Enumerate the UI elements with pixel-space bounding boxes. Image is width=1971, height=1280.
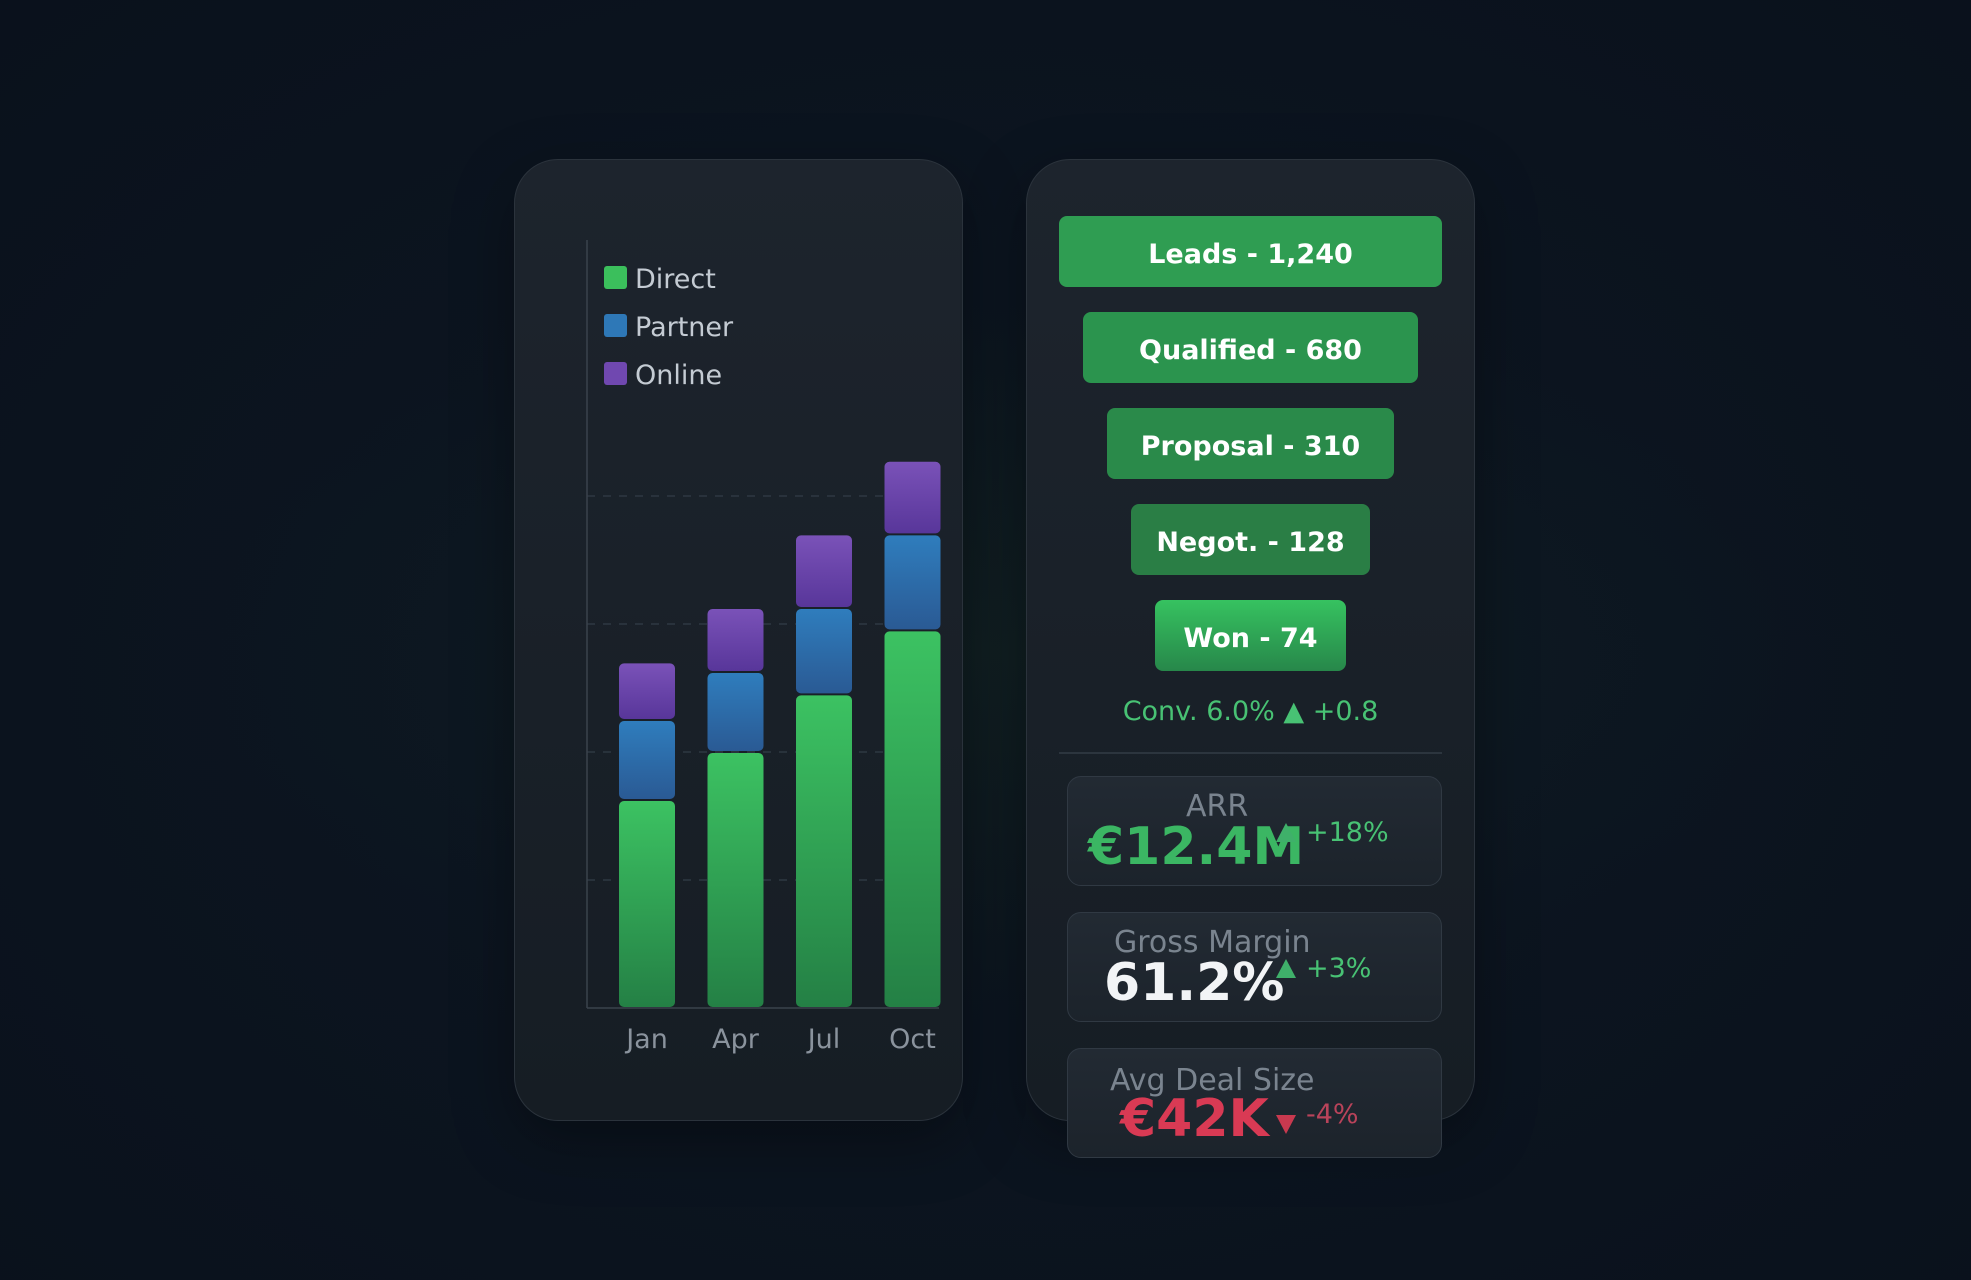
bar-direct-jan[interactable] bbox=[619, 801, 675, 1007]
kpi-value: €42K bbox=[1120, 1089, 1269, 1149]
legend-label-partner[interactable]: Partner bbox=[635, 312, 734, 343]
bar-online-oct[interactable] bbox=[884, 461, 941, 534]
funnel-stage[interactable]: Won - 74 bbox=[1155, 600, 1346, 671]
x-tick-label: Oct bbox=[889, 1024, 936, 1055]
kpi-delta: +3% bbox=[1306, 953, 1372, 984]
trend-down-icon bbox=[1276, 1115, 1296, 1134]
legend-swatch-online bbox=[604, 362, 627, 385]
conversion-rate: Conv. 6.0% ▲ +0.8 bbox=[1122, 696, 1379, 727]
sales-funnel-card: Leads - 1,240 Qualified - 680 Proposal - 3… bbox=[1026, 159, 1475, 1158]
x-tick-label: Jul bbox=[806, 1024, 841, 1055]
funnel-stage[interactable]: Proposal - 310 bbox=[1107, 408, 1394, 479]
x-tick-label: Apr bbox=[712, 1024, 760, 1055]
funnel-stage[interactable]: Qualified - 680 bbox=[1083, 312, 1418, 383]
legend-swatch-direct bbox=[604, 266, 627, 289]
stacked-bar-chart: Direct Partner Online Jan Apr Jul Oct bbox=[586, 240, 941, 1055]
kpi-card-arr[interactable]: ARR €12.4M +18% bbox=[1067, 776, 1442, 886]
funnel-stage[interactable]: Negot. - 128 bbox=[1131, 504, 1370, 575]
bar-online-jan[interactable] bbox=[619, 663, 675, 719]
bar-direct-jul[interactable] bbox=[796, 695, 852, 1007]
divider bbox=[1059, 752, 1442, 754]
trend-up-icon bbox=[1276, 823, 1296, 842]
channel-revenue-chart-card: Direct Partner Online Jan Apr Jul Oct bbox=[514, 159, 963, 1121]
funnel-stage[interactable]: Leads - 1,240 bbox=[1059, 216, 1442, 287]
legend-swatch-partner bbox=[604, 314, 627, 337]
bar-partner-apr[interactable] bbox=[707, 673, 764, 751]
bar-partner-jan[interactable] bbox=[619, 721, 675, 799]
bar-partner-oct[interactable] bbox=[884, 535, 941, 630]
bar-direct-apr[interactable] bbox=[707, 753, 764, 1007]
kpi-card-gross-margin[interactable]: Gross Margin 61.2% +3% bbox=[1067, 912, 1442, 1022]
kpi-card-avg-deal-size[interactable]: Avg Deal Size €42K -4% bbox=[1067, 1048, 1442, 1158]
bar-partner-jul[interactable] bbox=[796, 609, 852, 694]
kpi-label: ARR bbox=[1186, 789, 1249, 824]
kpi-delta: -4% bbox=[1306, 1099, 1359, 1130]
background-glow bbox=[160, 300, 1860, 1000]
bar-direct-oct[interactable] bbox=[884, 631, 941, 1007]
x-tick-label: Jan bbox=[624, 1024, 668, 1055]
kpi-value: €12.4M bbox=[1088, 817, 1305, 877]
bar-online-jul[interactable] bbox=[796, 535, 852, 607]
kpi-value: 61.2% bbox=[1104, 953, 1285, 1013]
trend-up-icon bbox=[1276, 959, 1296, 978]
bar-online-apr[interactable] bbox=[707, 609, 764, 671]
legend-label-online[interactable]: Online bbox=[635, 360, 722, 391]
kpi-label: Gross Margin bbox=[1114, 925, 1311, 960]
kpi-label: Avg Deal Size bbox=[1110, 1063, 1315, 1098]
legend-label-direct[interactable]: Direct bbox=[635, 264, 716, 295]
kpi-delta: +18% bbox=[1306, 817, 1389, 848]
